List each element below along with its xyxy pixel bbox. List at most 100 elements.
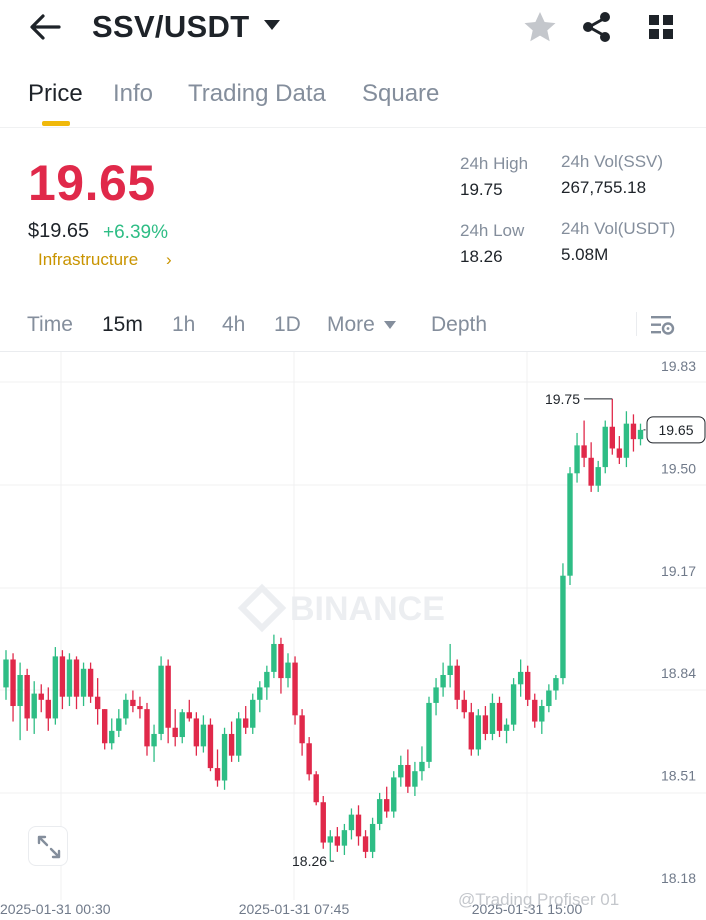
candle-body xyxy=(243,718,249,728)
candle xyxy=(109,718,115,750)
candle-body xyxy=(447,665,453,675)
candle-body xyxy=(419,761,425,772)
candle-body xyxy=(10,659,16,707)
candle xyxy=(31,681,37,734)
back-arrow-icon[interactable] xyxy=(28,12,62,42)
candle-body xyxy=(489,702,496,734)
candle xyxy=(637,423,644,446)
candle-body xyxy=(327,836,333,843)
expand-chart-button[interactable] xyxy=(28,826,68,866)
candle-body xyxy=(87,668,94,697)
candle xyxy=(151,724,157,762)
candle xyxy=(278,637,284,694)
chart-settings-icon[interactable] xyxy=(650,314,676,336)
candle-body xyxy=(482,715,489,734)
candle-body xyxy=(257,687,263,700)
candle-body xyxy=(348,814,355,831)
candle xyxy=(419,746,425,781)
candle-body xyxy=(179,712,185,738)
candle xyxy=(405,749,411,793)
tab-trading-data[interactable]: Trading Data xyxy=(188,80,326,107)
candle-body xyxy=(130,699,136,707)
tab-price[interactable]: Price xyxy=(28,80,83,107)
candle xyxy=(426,696,432,769)
candle-body xyxy=(503,724,510,731)
divider xyxy=(636,312,637,336)
candle xyxy=(609,398,615,455)
candle xyxy=(510,678,517,731)
candle xyxy=(546,684,552,713)
candle xyxy=(398,755,404,787)
vol-base-label: 24h Vol(SSV) xyxy=(561,152,664,171)
candle xyxy=(574,432,580,483)
y-tick-label: 18.18 xyxy=(661,870,696,886)
candle xyxy=(447,643,453,688)
y-tick-label: 19.83 xyxy=(661,358,696,374)
share-icon[interactable] xyxy=(580,10,614,44)
candle-body xyxy=(546,690,552,707)
caret-down-icon[interactable] xyxy=(383,320,397,330)
candle xyxy=(73,656,80,710)
vol-quote-label: 24h Vol(USDT) xyxy=(561,219,676,238)
candle xyxy=(186,699,192,722)
tab-square[interactable]: Square xyxy=(362,80,440,107)
y-tick-label: 18.84 xyxy=(661,665,696,681)
candle xyxy=(200,715,207,753)
sector-link[interactable]: Infrastructure xyxy=(38,250,139,269)
candle-body xyxy=(66,659,73,697)
tab-info[interactable]: Info xyxy=(113,80,154,107)
candle-body xyxy=(144,709,150,747)
candle-body xyxy=(172,727,178,738)
candle-body xyxy=(405,764,411,787)
interval-depth[interactable]: Depth xyxy=(431,313,488,336)
candle-body xyxy=(623,423,630,458)
candle xyxy=(454,659,460,710)
candle-body xyxy=(250,699,256,728)
candle xyxy=(588,442,594,492)
interval-4h[interactable]: 4h xyxy=(222,313,246,336)
price-change: +6.39% xyxy=(103,222,168,243)
candle xyxy=(412,761,418,797)
candle xyxy=(10,653,16,722)
candle xyxy=(45,687,51,731)
candle-body xyxy=(454,665,460,700)
candle xyxy=(38,684,44,713)
interval-more[interactable]: More xyxy=(327,313,375,336)
interval-1d[interactable]: 1D xyxy=(274,313,301,336)
candle xyxy=(334,827,341,852)
candle-body xyxy=(433,687,439,703)
candle xyxy=(525,665,531,707)
candle xyxy=(137,696,143,719)
candle xyxy=(581,420,587,468)
y-tick-label: 19.17 xyxy=(661,563,696,579)
candle xyxy=(320,796,326,849)
grid-icon[interactable] xyxy=(646,12,676,42)
candle-body xyxy=(38,693,44,700)
candle xyxy=(250,693,256,734)
candle-body xyxy=(214,768,221,781)
candle xyxy=(59,650,66,710)
candlestick-chart[interactable]: BINANCE 19.83 19.50 19.17 18.84 18.51 18.18 2… xyxy=(0,352,706,920)
candle-body xyxy=(123,699,129,719)
candle-body xyxy=(560,575,566,679)
candle-body xyxy=(24,674,30,719)
candle xyxy=(235,712,242,762)
candle-body xyxy=(264,671,270,688)
candle xyxy=(623,411,630,468)
interval-15m[interactable]: 15m xyxy=(102,313,143,336)
candle-body xyxy=(207,724,214,769)
candle xyxy=(440,662,446,697)
star-icon[interactable] xyxy=(522,10,558,44)
candle xyxy=(553,674,559,700)
caret-down-icon[interactable] xyxy=(262,17,282,33)
candle-body xyxy=(165,665,171,728)
candle-body xyxy=(306,743,312,775)
candle-body xyxy=(334,836,341,846)
low-marker-label: 18.26 xyxy=(292,853,327,869)
expand-icon xyxy=(37,835,61,859)
interval-time[interactable]: Time xyxy=(27,313,73,336)
chevron-right-icon[interactable]: › xyxy=(166,250,172,269)
interval-1h[interactable]: 1h xyxy=(172,313,196,336)
pair-title[interactable]: SSV/USDT xyxy=(92,9,250,44)
candle-body xyxy=(193,718,200,747)
